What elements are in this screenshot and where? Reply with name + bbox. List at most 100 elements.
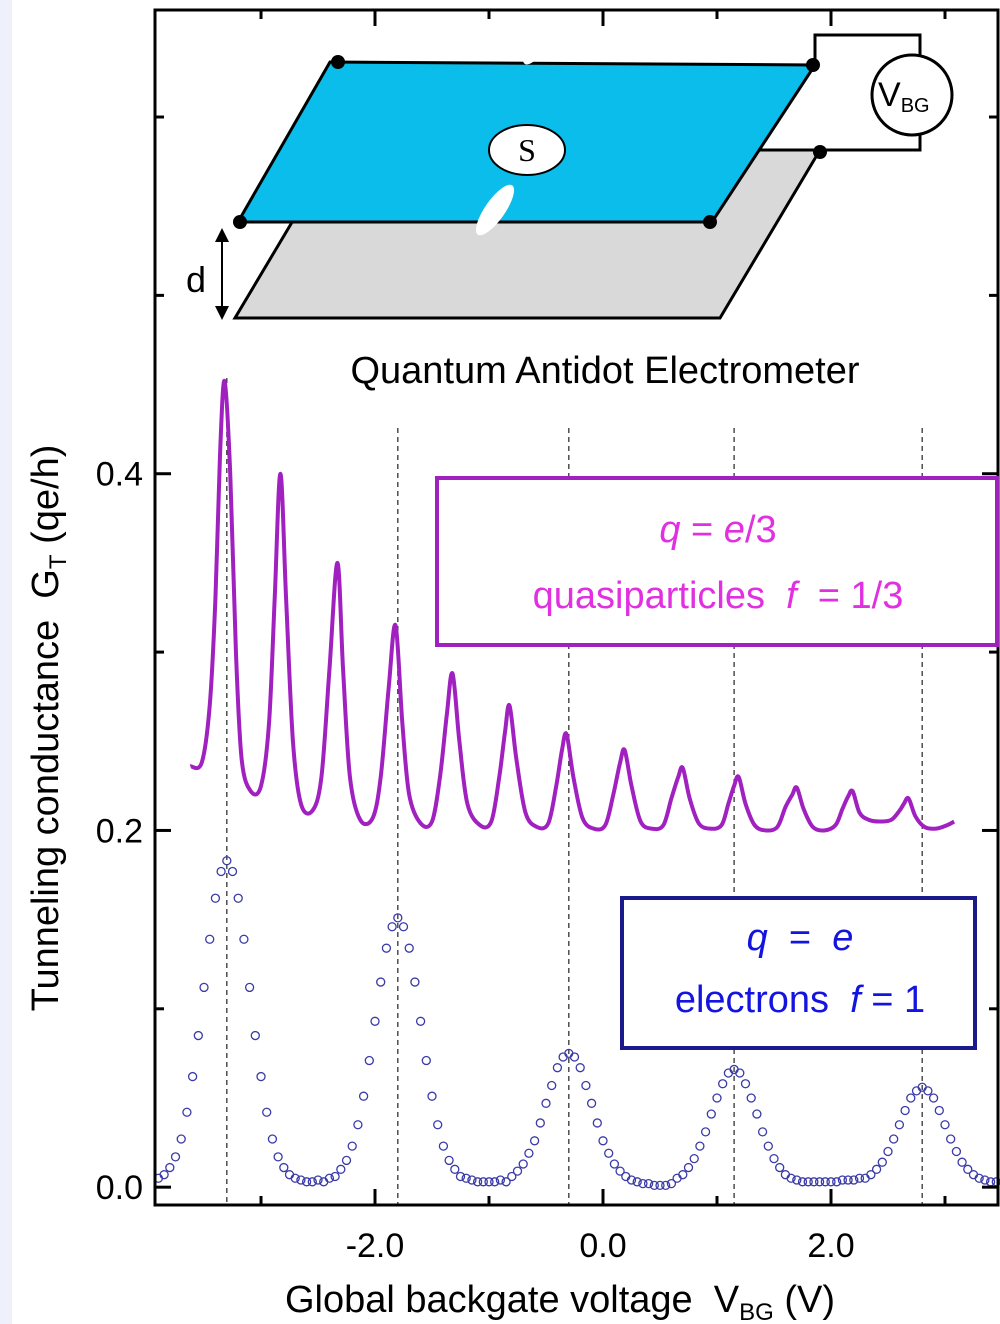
annotation-segment: electrons	[675, 979, 850, 1021]
annotation-segment: =	[680, 509, 723, 551]
data-point	[576, 1064, 584, 1072]
y-axis-label-subscript: T	[45, 554, 72, 569]
y-axis-label-unit: (qe/h)	[25, 445, 67, 555]
data-point	[189, 1073, 197, 1081]
x-tick-label: 0.0	[579, 1227, 626, 1265]
data-point	[753, 1110, 761, 1118]
gate-tip	[516, 7, 563, 69]
annotation-segment: = 1/3	[797, 575, 904, 617]
data-point	[439, 1142, 447, 1150]
data-point	[525, 1149, 533, 1157]
voltmeter-symbol: V	[878, 76, 901, 114]
data-point	[536, 1119, 544, 1127]
page: S VBG d Quantum Antidot Electrometer -2.…	[0, 0, 1000, 1324]
data-point	[451, 1165, 459, 1173]
data-point	[348, 1142, 356, 1150]
data-point	[764, 1142, 772, 1150]
data-point	[553, 1064, 561, 1072]
data-point	[200, 983, 208, 991]
data-point	[873, 1165, 881, 1173]
contact	[233, 215, 247, 229]
contact	[806, 58, 820, 72]
data-point	[405, 944, 413, 952]
data-point	[610, 1160, 618, 1168]
data-point	[428, 1092, 436, 1100]
x-tick-label: -2.0	[346, 1227, 405, 1265]
data-point	[884, 1147, 892, 1155]
annotation-segment: /3	[745, 509, 777, 551]
data-point	[941, 1121, 949, 1129]
data-point	[713, 1094, 721, 1102]
data-point	[263, 1108, 271, 1116]
y-tick-label: 0.4	[96, 456, 143, 494]
data-point	[719, 1080, 727, 1088]
data-point	[599, 1137, 607, 1145]
contact	[331, 55, 345, 69]
data-point	[177, 1135, 185, 1143]
data-point	[422, 1057, 430, 1065]
data-point	[542, 1099, 550, 1107]
x-axis-label-main: Global backgate voltage V	[285, 1279, 740, 1321]
data-point	[234, 894, 242, 902]
data-point	[759, 1128, 767, 1136]
data-point	[343, 1156, 351, 1164]
data-point	[696, 1142, 704, 1150]
gap-label: d	[186, 259, 206, 300]
data-point	[246, 983, 254, 991]
data-point	[417, 1017, 425, 1025]
data-point	[776, 1164, 784, 1172]
annotation-text: electrons f = 1	[675, 979, 925, 1021]
data-point	[901, 1106, 909, 1114]
annotation-segment: = 1	[861, 979, 925, 1021]
data-point	[907, 1094, 915, 1102]
annotation-segment: q	[659, 509, 680, 551]
annotation-text: quasiparticles f = 1/3	[533, 575, 904, 617]
data-point	[531, 1137, 539, 1145]
data-point	[194, 1032, 202, 1040]
y-axis-label-main: Tunneling conductance G	[25, 569, 67, 1011]
data-point	[935, 1106, 943, 1114]
data-point	[890, 1135, 898, 1143]
data-point	[240, 935, 248, 943]
x-axis-label-subscript: BG	[739, 1299, 774, 1324]
data-point	[582, 1082, 590, 1090]
data-point	[354, 1121, 362, 1129]
data-point	[337, 1165, 345, 1173]
data-point	[605, 1149, 613, 1157]
data-point	[514, 1167, 522, 1175]
data-point	[588, 1099, 596, 1107]
data-point	[371, 1017, 379, 1025]
data-point	[895, 1121, 903, 1129]
data-point	[770, 1155, 778, 1163]
annotation-text: q = e/3	[659, 509, 776, 551]
annotation-segment: quasiparticles	[533, 575, 786, 617]
data-point	[400, 923, 408, 931]
annotation-segment: =	[768, 917, 832, 959]
data-point	[958, 1158, 966, 1166]
data-point	[382, 944, 390, 952]
data-point	[930, 1094, 938, 1102]
annotation-segment: q	[747, 917, 768, 959]
data-point	[434, 1121, 442, 1129]
contact	[813, 145, 827, 159]
data-point	[952, 1147, 960, 1155]
schematic-title: Quantum Antidot Electrometer	[350, 350, 859, 392]
data-point	[211, 894, 219, 902]
chart: S VBG d Quantum Antidot Electrometer -2.…	[0, 0, 1000, 1324]
arrow-head	[215, 306, 229, 320]
annotation-box	[437, 478, 997, 645]
data-point	[268, 1135, 276, 1143]
data-point	[741, 1080, 749, 1088]
data-point	[411, 978, 419, 986]
data-point	[274, 1153, 282, 1161]
arrow-head	[215, 228, 229, 242]
contact	[703, 215, 717, 229]
data-point	[878, 1158, 886, 1166]
data-point	[702, 1128, 710, 1136]
data-point	[365, 1057, 373, 1065]
data-point	[747, 1094, 755, 1102]
annotation-segment: e	[724, 509, 745, 551]
data-point	[388, 923, 396, 931]
data-point	[166, 1164, 174, 1172]
x-tick-label: 2.0	[807, 1227, 854, 1265]
